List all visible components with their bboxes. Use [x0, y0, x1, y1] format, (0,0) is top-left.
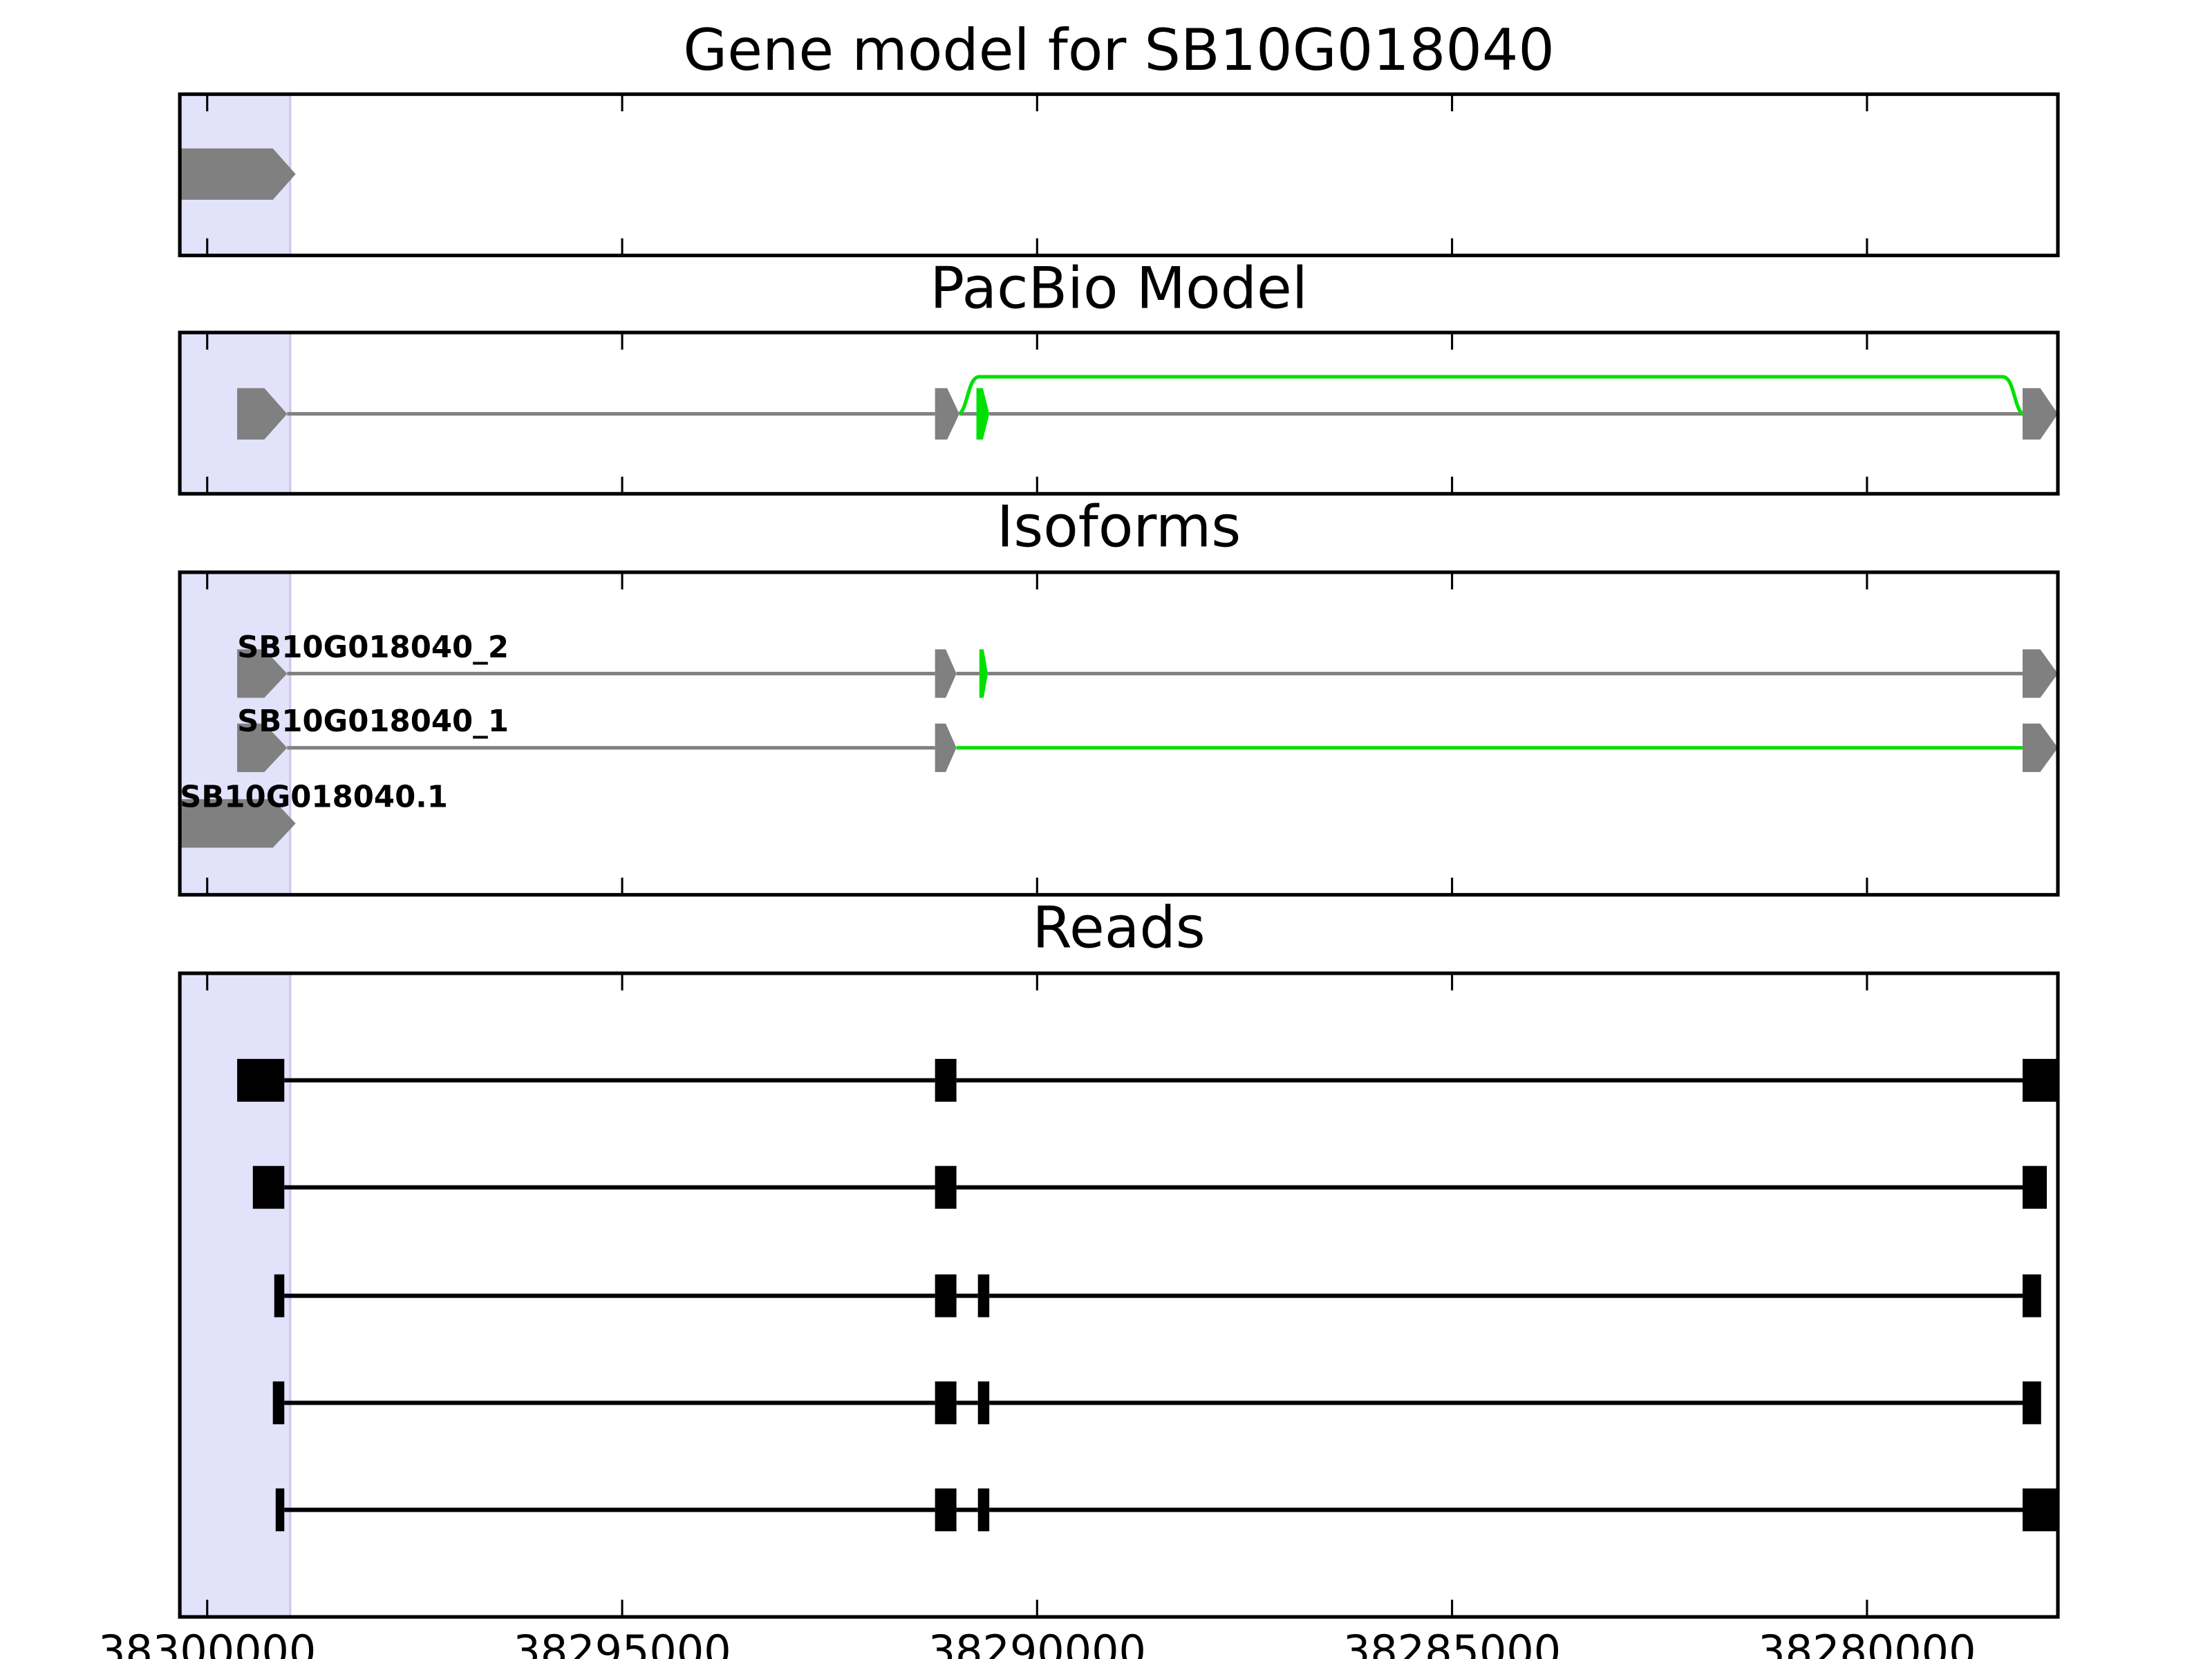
- exon: [976, 388, 990, 440]
- exon: [2023, 388, 2059, 440]
- junction: [957, 375, 2024, 415]
- x-tick-label: 38280000: [1758, 1627, 1976, 1659]
- exon: [979, 649, 988, 698]
- exon: [935, 1165, 957, 1209]
- exon: [935, 1274, 957, 1318]
- panel-title: Gene model for SB10G018040: [683, 17, 1555, 84]
- x-tick-label: 38285000: [1343, 1627, 1561, 1659]
- panel-title: Reads: [1032, 895, 1206, 962]
- exon: [935, 1058, 957, 1102]
- exon: [2023, 1381, 2041, 1425]
- exon: [977, 1488, 990, 1532]
- isoform-label: SB10G018040_2: [237, 630, 509, 665]
- x-tick-label: 38295000: [513, 1627, 731, 1659]
- exon: [272, 1381, 285, 1425]
- isoform-label: SB10G018040_1: [237, 704, 509, 739]
- exon: [2023, 1058, 2059, 1102]
- x-tick-label: 38300000: [98, 1627, 316, 1659]
- x-tick-label: 38290000: [928, 1627, 1146, 1659]
- exon: [275, 1488, 285, 1532]
- panel-title: PacBio Model: [930, 256, 1307, 322]
- exon: [977, 1274, 990, 1318]
- panel-frame: [178, 92, 2060, 258]
- exon: [935, 1488, 957, 1532]
- exon: [2023, 723, 2059, 772]
- exon: [935, 388, 959, 440]
- panel-frame: [178, 570, 2060, 897]
- exon: [237, 723, 288, 772]
- isoform-label: SB10G018040.1: [180, 780, 448, 815]
- exon: [935, 649, 957, 698]
- exon: [252, 1165, 285, 1209]
- exon: [977, 1381, 990, 1425]
- exon: [2023, 649, 2059, 698]
- exon: [237, 1058, 285, 1102]
- exon: [237, 388, 288, 440]
- exon: [935, 723, 957, 772]
- exon: [274, 1274, 285, 1318]
- exon: [2023, 1274, 2041, 1318]
- exon: [935, 1381, 957, 1425]
- exon: [180, 799, 296, 848]
- panel-frame: [178, 330, 2060, 496]
- panel-title: Isoforms: [997, 494, 1241, 560]
- exon: [2023, 1165, 2047, 1209]
- panel-frame: [178, 971, 2060, 1619]
- exon: [180, 148, 296, 200]
- exon: [237, 649, 288, 698]
- exon: [2023, 1488, 2057, 1532]
